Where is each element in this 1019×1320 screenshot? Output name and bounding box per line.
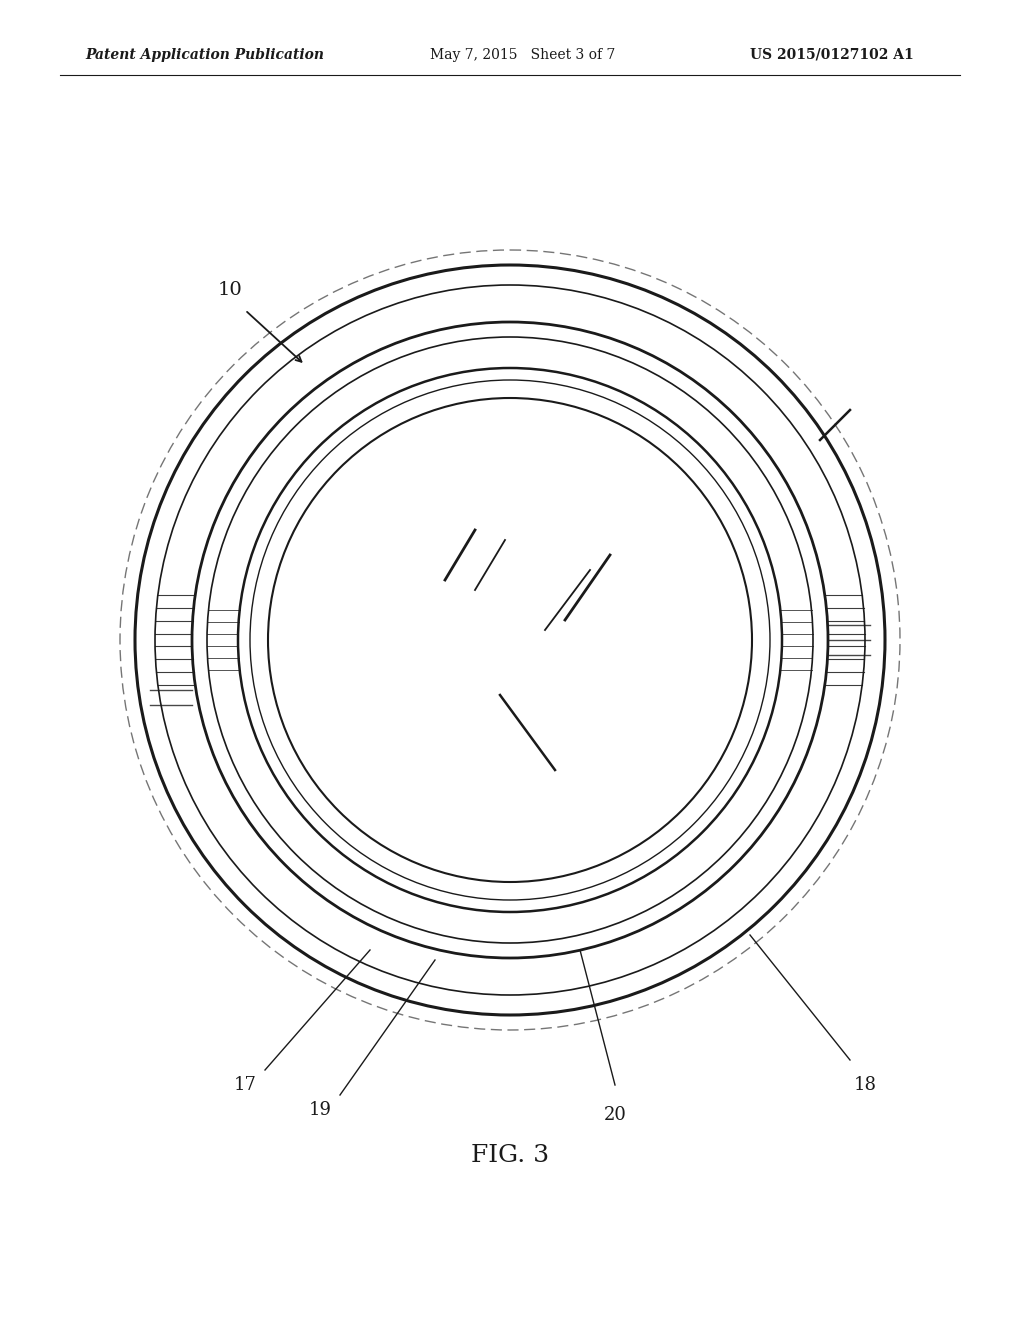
Text: Patent Application Publication: Patent Application Publication <box>85 48 324 62</box>
Text: 20: 20 <box>603 1106 626 1125</box>
Text: 19: 19 <box>308 1101 331 1119</box>
Text: FIG. 3: FIG. 3 <box>471 1143 548 1167</box>
Text: US 2015/0127102 A1: US 2015/0127102 A1 <box>749 48 913 62</box>
Text: 17: 17 <box>233 1076 256 1094</box>
Text: May 7, 2015   Sheet 3 of 7: May 7, 2015 Sheet 3 of 7 <box>430 48 614 62</box>
Text: 10: 10 <box>217 281 243 300</box>
Text: 18: 18 <box>853 1076 875 1094</box>
